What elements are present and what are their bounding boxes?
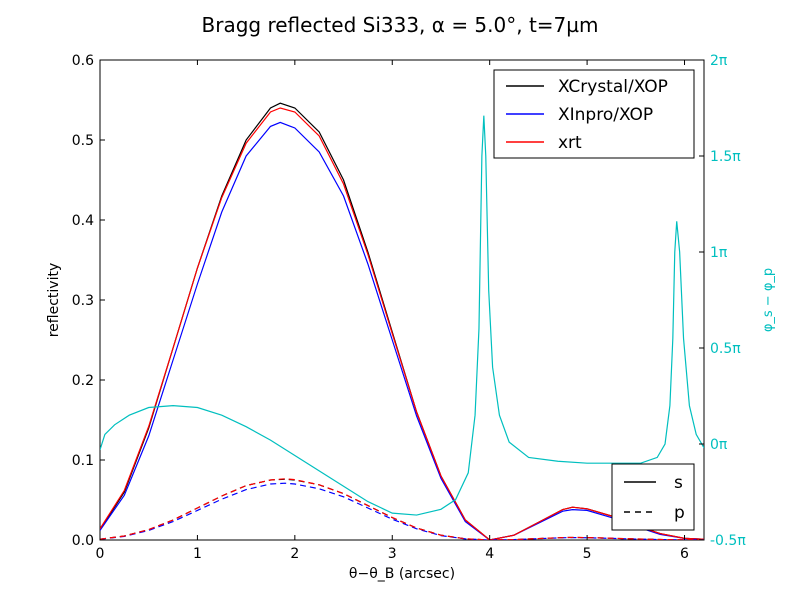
chart-title: Bragg reflected Si333, α = 5.0°, t=7µm — [202, 13, 599, 37]
y-axis-label: reflectivity — [46, 263, 62, 338]
legend-label: s — [674, 473, 683, 493]
series-line-xrt-p — [100, 478, 704, 540]
x-tick-label: 0 — [96, 546, 105, 562]
x-axis: 0 1 2 3 4 5 6 — [96, 60, 689, 562]
y2-tick-label: 1.5π — [710, 149, 741, 165]
series-line-xrt-s — [100, 107, 704, 540]
series-layer — [100, 102, 704, 540]
y-tick-label: 0.1 — [72, 453, 94, 469]
y-tick-label: 0.5 — [72, 133, 94, 149]
series-line-xinpro-xop-p — [100, 482, 704, 540]
x-tick-label: 1 — [193, 546, 202, 562]
y-tick-label: 0.0 — [72, 533, 94, 549]
y-tick-label: 0.3 — [72, 293, 94, 309]
y2-tick-label: 1π — [710, 245, 728, 261]
legend-polarization-frame — [611, 463, 695, 531]
legend-label: xrt — [558, 133, 582, 153]
legend-label: p — [674, 503, 685, 523]
y2-axis-label: φ_s − φ_p — [761, 268, 776, 332]
series-line-xinpro-xop-s — [100, 121, 704, 540]
y-tick-label: 0.2 — [72, 373, 94, 389]
x-tick-label: 6 — [680, 546, 689, 562]
x-axis-label: θ−θ_B (arcsec) — [349, 566, 455, 582]
legend-label: XCrystal/XOP — [558, 77, 668, 97]
y2-axis: -0.5π 0π 0.5π 1π 1.5π 2π — [699, 53, 746, 549]
y-tick-label: 0.4 — [72, 213, 94, 229]
x-tick-label: 2 — [290, 546, 299, 562]
legend-sources: XCrystal/XOP XInpro/XOP xrt — [493, 69, 695, 159]
y-axis: 0.0 0.1 0.2 0.3 0.4 0.5 0.6 — [72, 53, 105, 549]
x-tick-label: 3 — [388, 546, 397, 562]
x-tick-label: 4 — [485, 546, 494, 562]
y2-tick-label: 0.5π — [710, 341, 741, 357]
y2-tick-label: 2π — [710, 53, 728, 69]
legend-polarization: sp — [611, 463, 695, 531]
x-tick-label: 5 — [583, 546, 592, 562]
y-tick-label: 0.6 — [72, 53, 94, 69]
y2-tick-label: -0.5π — [710, 533, 746, 549]
y2-tick-label: 0π — [710, 437, 728, 453]
plot-area — [99, 59, 705, 541]
series-line-phase — [100, 115, 704, 516]
legend-label: XInpro/XOP — [558, 105, 653, 125]
